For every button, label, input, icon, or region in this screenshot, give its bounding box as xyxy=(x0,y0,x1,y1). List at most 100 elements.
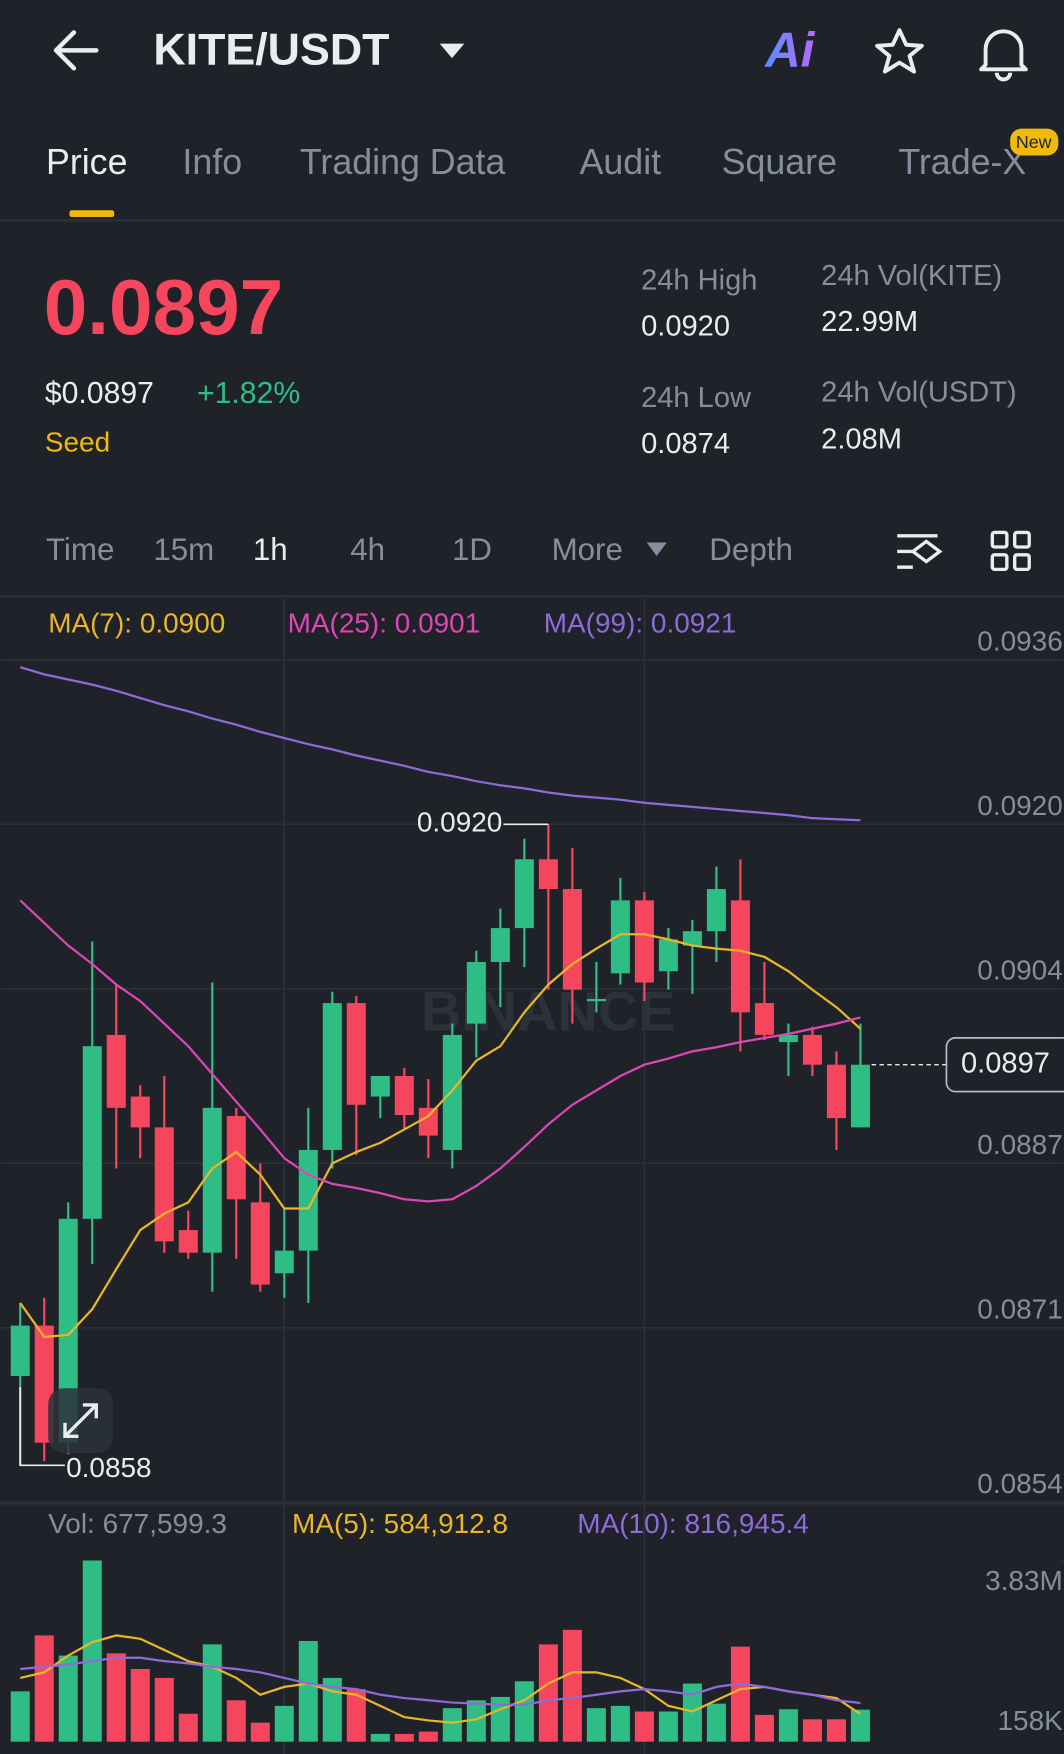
volume-bar xyxy=(514,1681,534,1742)
candle-body xyxy=(562,889,582,990)
volume-bar xyxy=(562,1629,582,1742)
volume-bar xyxy=(658,1711,678,1742)
volume-bar xyxy=(442,1708,462,1742)
indicator-button[interactable] xyxy=(897,534,943,569)
candle-body xyxy=(322,1003,342,1150)
volume-bar xyxy=(370,1733,390,1742)
candle-body xyxy=(706,889,726,932)
interval[interactable]: 4h xyxy=(350,532,385,567)
candle-body xyxy=(682,931,702,946)
last-price: 0.0897 xyxy=(44,263,283,351)
volume-bar xyxy=(730,1646,750,1742)
candle-body xyxy=(418,1107,438,1136)
watermark: BINANCE xyxy=(421,979,676,1042)
y-tick-label: 0.0871 xyxy=(977,1293,1063,1324)
y2-tick-label: 158K xyxy=(997,1705,1063,1736)
last-price-box xyxy=(945,1037,1064,1093)
volume-bar xyxy=(274,1705,294,1742)
layout-button[interactable] xyxy=(990,530,1031,572)
volume-bar xyxy=(610,1705,630,1742)
stat-label: 24h Vol(KITE) xyxy=(821,260,1002,292)
stat-value: 2.08M xyxy=(821,423,902,455)
stat-value: 0.0874 xyxy=(641,428,730,460)
candle-body xyxy=(754,1003,774,1035)
price-change: +1.82% xyxy=(197,377,300,410)
candle-body xyxy=(850,1064,870,1128)
candle-body xyxy=(442,1034,462,1150)
candle-body xyxy=(10,1325,30,1376)
tab[interactable]: Audit xyxy=(580,142,662,182)
volume-bar xyxy=(250,1722,270,1742)
interval[interactable]: 15m xyxy=(153,532,214,567)
candle-body xyxy=(250,1202,270,1285)
ma-legend: MA(25): 0.0901 xyxy=(288,608,481,639)
candle-body xyxy=(514,859,534,929)
tab[interactable]: Trading Data xyxy=(300,142,506,182)
volume-bar xyxy=(754,1714,774,1742)
volume-bar xyxy=(850,1709,870,1742)
vol-legend: MA(10): 816,945.4 xyxy=(577,1508,809,1539)
volume-bar xyxy=(634,1711,654,1742)
ma-line xyxy=(19,666,861,822)
interval[interactable]: 1D xyxy=(452,532,492,567)
volume-bar xyxy=(418,1731,438,1742)
volume-bar xyxy=(82,1560,102,1742)
volume-bar xyxy=(130,1668,150,1742)
more-dropdown[interactable] xyxy=(646,542,667,556)
volume-bar xyxy=(298,1641,318,1742)
volume-bar xyxy=(826,1719,846,1742)
alert-button[interactable] xyxy=(979,29,1028,82)
interval[interactable]: More xyxy=(552,532,623,567)
tab[interactable]: Trade-X xyxy=(898,142,1026,182)
tab[interactable]: Square xyxy=(722,142,837,182)
candle-body xyxy=(778,1034,798,1043)
candle-body xyxy=(226,1116,246,1200)
pair-dropdown[interactable] xyxy=(439,43,465,59)
vol-legend: MA(5): 584,912.8 xyxy=(292,1508,508,1539)
candle-body xyxy=(82,1046,102,1219)
volume-bar xyxy=(106,1653,126,1742)
candle-body xyxy=(490,928,510,962)
pair-title[interactable]: KITE/USDT xyxy=(153,24,389,74)
interval-active[interactable]: 1h xyxy=(253,532,288,567)
candle-body xyxy=(730,900,750,1013)
y-tick-label: 0.0854 xyxy=(977,1468,1063,1499)
candle-body xyxy=(154,1127,174,1242)
favorite-button[interactable] xyxy=(875,28,924,74)
depth-button[interactable]: Depth xyxy=(709,532,793,567)
interval[interactable]: Time xyxy=(46,532,114,567)
tab-indicator xyxy=(69,210,115,218)
volume-bar xyxy=(538,1644,558,1742)
expand-icon xyxy=(63,1403,98,1438)
tab-active[interactable]: Price xyxy=(46,142,128,182)
y-tick-label: 0.0936 xyxy=(977,626,1063,657)
candle-body xyxy=(826,1064,846,1119)
volume-bar xyxy=(34,1635,54,1742)
ma-line xyxy=(19,933,862,1339)
candle-body xyxy=(130,1096,150,1128)
stat-value: 0.0920 xyxy=(641,310,730,342)
back-button[interactable] xyxy=(53,30,99,71)
volume-bar xyxy=(178,1713,198,1742)
new-badge-text: New xyxy=(1016,132,1052,152)
ma-legend: MA(7): 0.0900 xyxy=(48,608,225,639)
volume-bar xyxy=(466,1700,486,1742)
y-tick-label: 0.0904 xyxy=(977,954,1063,985)
ma-legend: MA(99): 0.0921 xyxy=(544,608,737,639)
last-price-label: 0.0897 xyxy=(961,1047,1050,1079)
volume-bar xyxy=(10,1691,30,1742)
low-marker xyxy=(19,1387,65,1467)
volume-bar xyxy=(346,1689,366,1742)
candle-body xyxy=(274,1250,294,1274)
stat-label: 24h High xyxy=(641,265,757,297)
candle-body xyxy=(370,1076,390,1097)
candle-body xyxy=(658,939,678,972)
vol-legend: Vol: 677,599.3 xyxy=(48,1508,227,1539)
new-badge xyxy=(1010,128,1059,156)
ai-button[interactable]: Ai xyxy=(763,23,816,78)
tab[interactable]: Info xyxy=(182,142,242,182)
candle-body xyxy=(610,900,630,974)
candle-body xyxy=(466,961,486,1024)
stat-label: 24h Low xyxy=(641,382,752,414)
